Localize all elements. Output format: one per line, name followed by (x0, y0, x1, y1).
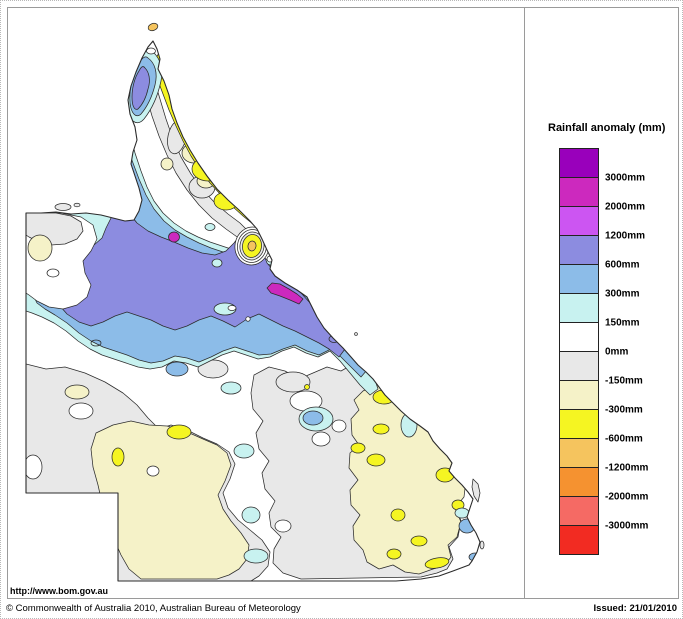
copyright-notice: © Commonwealth of Australia 2010, Austra… (6, 603, 301, 614)
legend-swatch (559, 496, 599, 526)
legend-swatch (559, 148, 599, 178)
region-magenta-coast (266, 282, 304, 305)
issued-date: Issued: 21/01/2010 (593, 603, 677, 614)
bom-url: http://www.bom.gov.au (10, 586, 108, 596)
legend-label: -600mm (605, 433, 643, 445)
islands (54, 22, 485, 550)
legend-swatch (559, 409, 599, 439)
legend-label: 600mm (605, 259, 640, 271)
legend-swatch (559, 467, 599, 497)
legend-swatch (559, 525, 599, 555)
queensland-outline (25, 40, 481, 582)
legend-swatch (559, 235, 599, 265)
legend-swatch (559, 264, 599, 294)
legend-swatch (559, 206, 599, 236)
legend-swatch (559, 438, 599, 468)
legend-label: 150mm (605, 317, 640, 329)
legend-swatch (559, 380, 599, 410)
legend-swatch (559, 177, 599, 207)
legend-label: -3000mm (605, 520, 649, 532)
legend: Rainfall anomaly (mm) 3000mm 2000mm 1200… (525, 7, 677, 598)
legend-swatch (559, 351, 599, 381)
legend-label: -150mm (605, 375, 643, 387)
legend-label: -1200mm (605, 462, 649, 474)
legend-label: -2000mm (605, 491, 649, 503)
legend-label: 3000mm (605, 172, 646, 184)
legend-label: -300mm (605, 404, 643, 416)
legend-color-bar (559, 148, 599, 555)
legend-swatch (559, 322, 599, 352)
legend-label: 2000mm (605, 201, 646, 213)
legend-label: 300mm (605, 288, 640, 300)
legend-divider-line (524, 7, 525, 598)
legend-label: 0mm (605, 346, 629, 358)
legend-label: 1200mm (605, 230, 646, 242)
legend-title: Rainfall anomaly (mm) (548, 122, 666, 134)
region-magenta-spot (168, 231, 180, 243)
legend-swatch (559, 293, 599, 323)
